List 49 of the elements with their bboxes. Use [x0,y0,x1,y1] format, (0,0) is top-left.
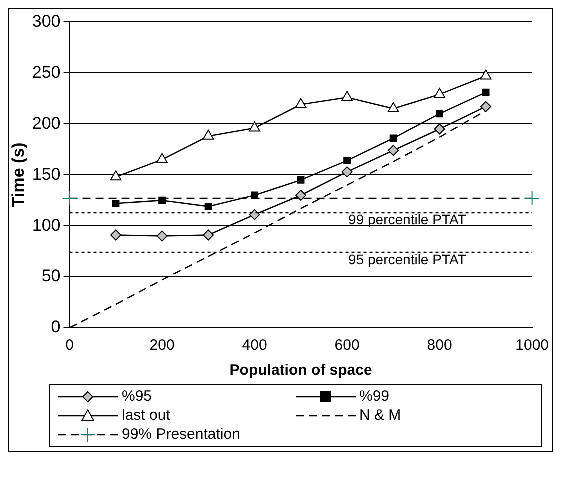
point [295,98,307,108]
y-tick-label: 300 [32,12,61,31]
legend-label: last out [122,407,170,424]
point [434,88,446,98]
ref-line-label: 99 percentile PTAT [348,212,467,228]
point [110,230,122,241]
legend-label: %95 [122,388,152,405]
point [204,203,212,210]
legend-label: 99% Presentation [122,426,240,443]
point [202,130,214,140]
point [436,110,444,118]
point [342,166,353,178]
point [344,157,351,165]
point [388,145,400,156]
y-tick-label: 100 [32,216,61,235]
y-tick-label: 0 [51,318,61,337]
x-tick-label: 0 [66,337,74,354]
point [249,209,260,220]
y-axis-title: Time (s) [8,142,28,208]
x-tick-label: 600 [334,337,360,354]
point [156,153,168,164]
x-tick-label: 200 [150,337,175,354]
point [296,190,307,201]
point [434,124,446,135]
y-tick-label: 200 [32,114,61,133]
y-tick-label: 50 [42,266,61,286]
y-tick-label: 250 [32,62,61,82]
point [251,192,258,200]
x-tick-label: 400 [242,337,268,354]
point [388,102,400,112]
point [112,200,120,208]
point [482,88,490,96]
legend-label: N & M [360,407,402,424]
point [203,230,214,241]
x-tick-label: 800 [427,337,452,354]
point [480,70,492,80]
point [297,176,305,184]
point [158,196,166,204]
x-axis-title: Population of space [230,362,372,380]
y-tick-label: 150 [32,164,61,184]
ref-line-label: 95 percentile PTAT [348,251,467,268]
point [249,122,260,132]
point [110,170,122,181]
point [390,134,398,142]
legend-label: %99 [360,388,390,405]
point [480,101,492,112]
point [156,230,168,242]
x-tick-label: 1000 [516,337,550,354]
point [342,91,353,102]
